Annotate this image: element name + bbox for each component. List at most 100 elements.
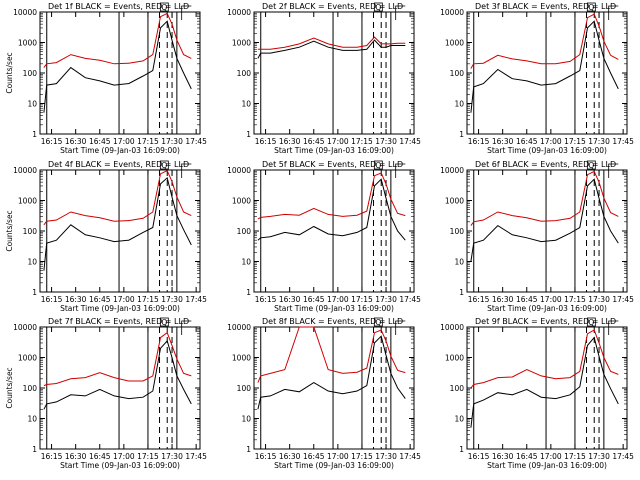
x-tick-label: 16:30 [65,295,87,304]
x-tick-label: 17:00 [540,295,562,304]
x-tick-label: 16:15 [255,137,277,146]
panel-title: Det 1f BLACK = Events, RED = LLD [48,2,189,11]
x-tick-label: 17:15 [137,295,159,304]
y-tick-label: 100 [23,384,38,393]
x-tick-label: 16:15 [41,295,63,304]
x-tick-label: 17:45 [612,295,634,304]
x-tick-label: 17:45 [399,295,421,304]
lld-series-line [470,13,619,69]
lld-series-line [257,172,406,220]
y-tick-label: 1000 [18,39,37,48]
x-tick-label: 16:15 [41,452,63,461]
flag-bracket [181,5,192,20]
y-tick-label: 10 [241,100,251,109]
x-tick-label: 17:15 [564,452,586,461]
y-tick-label: 100 [237,384,252,393]
x-axis-label: Start Time (09-Jan-03 16:09:00) [60,146,180,155]
x-tick-label: 17:15 [137,452,159,461]
x-tick-label: 16:45 [303,295,325,304]
y-tick-label: 10 [241,415,251,424]
x-tick-label: 16:15 [468,295,490,304]
x-tick-label: 17:30 [588,295,610,304]
events-series-line [257,178,406,241]
y-tick-label: 100 [450,384,465,393]
flag-marker-box [586,2,596,12]
y-axis-label: Counts/sec [5,210,14,251]
flag-marker-box [159,160,169,170]
flag-marker: Q [375,161,381,170]
events-series-line [43,176,192,271]
x-tick-label: 17:00 [540,137,562,146]
x-tick-label: 17:00 [540,452,562,461]
flag-marker-box [586,160,596,170]
plot-frame [253,326,415,450]
x-tick-label: 16:45 [516,295,538,304]
x-tick-label: 17:30 [375,137,397,146]
x-tick-label: 17:00 [113,137,135,146]
y-tick-label: 1 [32,130,37,139]
x-tick-label: 17:15 [564,295,586,304]
plot-frame [466,11,628,135]
flag-marker-box [373,317,383,327]
lld-series-line [257,36,406,50]
y-tick-label: 10 [27,415,37,424]
x-tick-label: 16:45 [89,137,111,146]
plot-frame [39,11,201,135]
x-tick-label: 16:45 [516,137,538,146]
x-tick-label: 17:00 [113,452,135,461]
y-tick-label: 100 [23,227,38,236]
events-series-line [43,339,192,410]
y-tick-label: 1000 [232,197,251,206]
x-tick-label: 17:00 [327,137,349,146]
x-tick-label: 16:45 [303,137,325,146]
x-tick-label: 17:45 [612,137,634,146]
y-tick-label: 1000 [232,39,251,48]
plot-frame [253,11,415,135]
panel-title: Det 6f BLACK = Events, RED = LLD [475,160,616,169]
x-tick-label: 16:15 [255,295,277,304]
y-tick-label: 10 [27,100,37,109]
y-tick-label: 10 [454,415,464,424]
flag-marker-box [159,317,169,327]
y-tick-label: 1 [459,445,464,454]
x-tick-label: 16:15 [41,137,63,146]
y-tick-label: 1 [459,288,464,297]
y-tick-label: 100 [237,227,252,236]
y-tick-label: 10000 [13,323,37,332]
flag-bracket [181,320,192,335]
y-axis-label: Counts/sec [5,367,14,408]
events-series-line [43,20,192,113]
x-tick-label: 17:15 [137,137,159,146]
y-tick-label: 100 [237,69,252,78]
y-tick-label: 1000 [18,197,37,206]
y-tick-label: 10000 [440,323,464,332]
x-tick-label: 17:45 [185,137,207,146]
y-tick-label: 1000 [232,354,251,363]
panel-title: Det 8f BLACK = Events, RED = LLD [262,317,403,326]
x-axis-label: Start Time (09-Jan-03 16:09:00) [487,146,607,155]
x-tick-label: 17:15 [564,137,586,146]
x-tick-label: 17:30 [375,295,397,304]
lld-series-line [470,170,619,226]
x-tick-label: 17:45 [399,137,421,146]
x-tick-label: 17:45 [185,452,207,461]
flag-bracket [395,320,406,335]
y-tick-label: 10000 [227,323,251,332]
x-tick-label: 16:30 [65,137,87,146]
x-axis-label: Start Time (09-Jan-03 16:09:00) [60,304,180,313]
x-tick-label: 16:45 [303,452,325,461]
x-tick-label: 17:00 [113,295,135,304]
flag-marker: Q [161,318,167,327]
y-tick-label: 10 [454,258,464,267]
lld-series-line [257,326,406,383]
y-tick-label: 100 [450,69,465,78]
flag-marker: Q [375,318,381,327]
lld-series-line [43,170,192,226]
y-tick-label: 1000 [445,354,464,363]
x-tick-label: 17:00 [327,295,349,304]
flag-marker: Q [588,161,594,170]
flag-marker: Q [375,3,381,12]
